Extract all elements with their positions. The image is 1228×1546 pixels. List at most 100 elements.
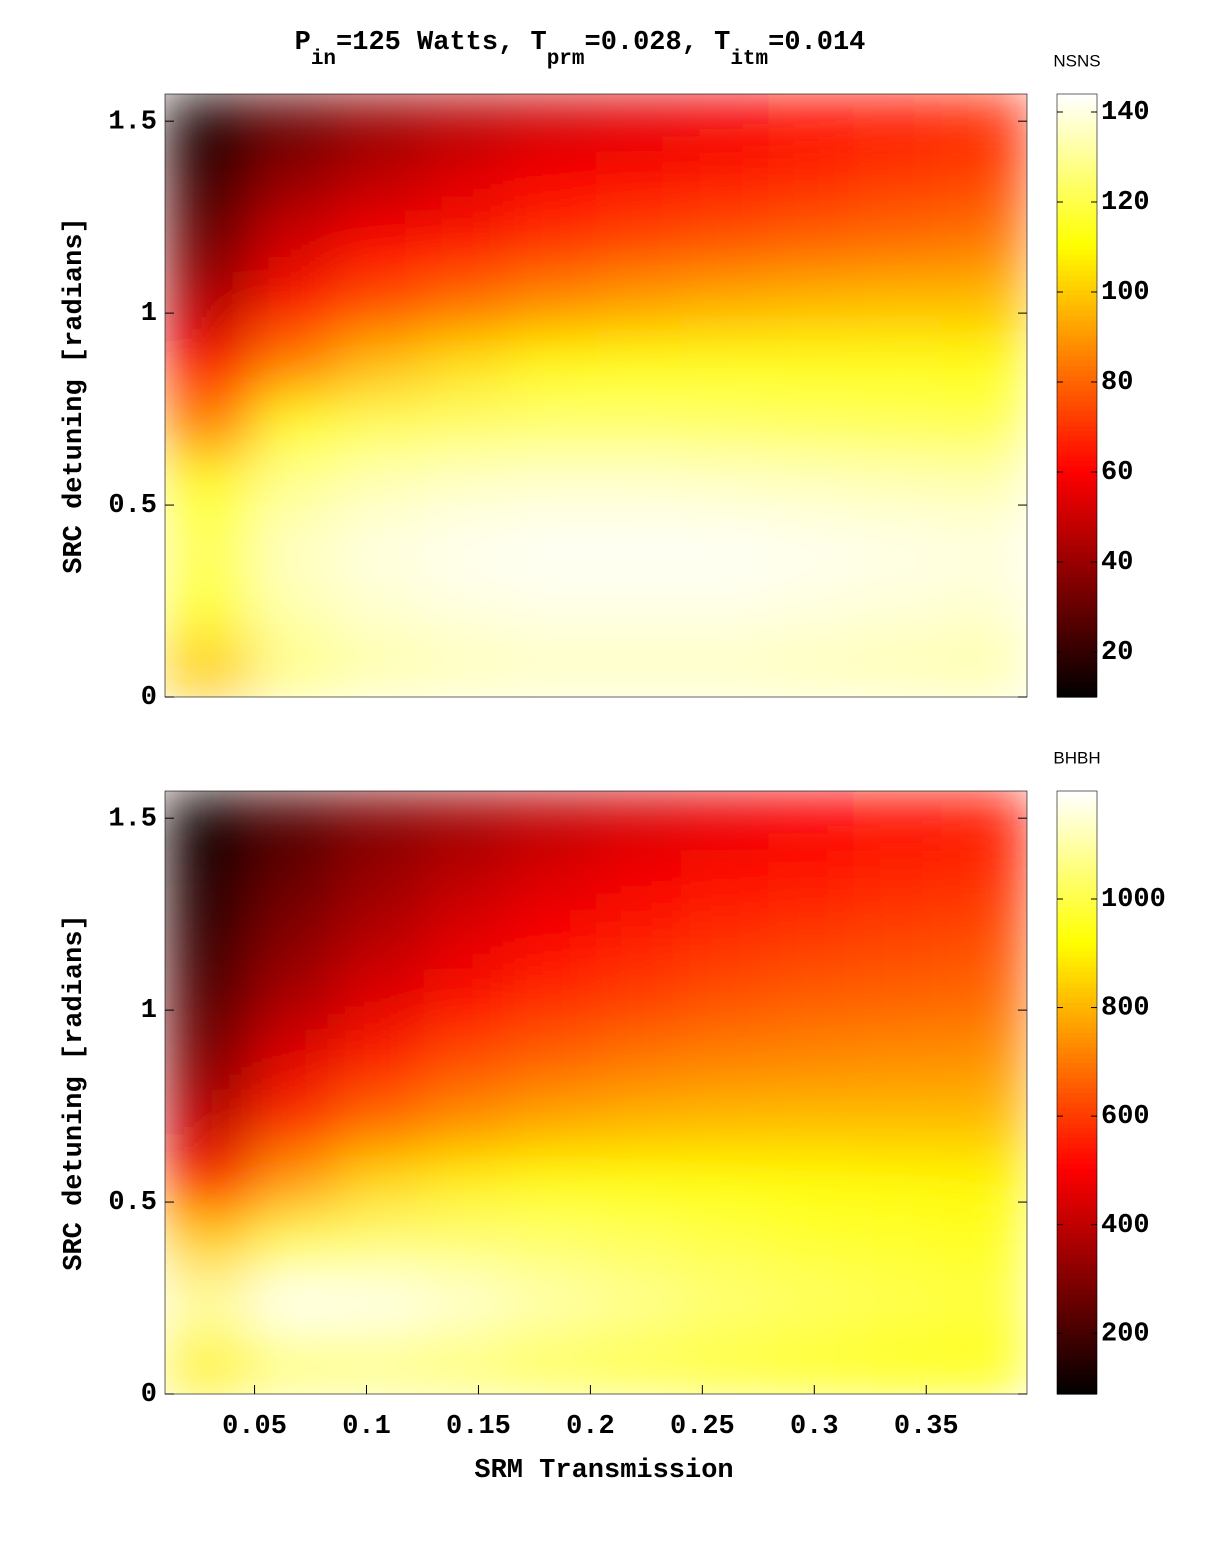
- colorbar-swatch: [1057, 1318, 1097, 1325]
- colorbar-swatch: [1057, 546, 1097, 552]
- heatmap-cell: [508, 1032, 597, 1093]
- heatmap-cell: [251, 335, 340, 396]
- heatmap-cell: [336, 1152, 425, 1214]
- colorbar-swatch: [1057, 571, 1097, 577]
- colorbar-swatch: [1057, 435, 1097, 442]
- heatmap-cell: [423, 214, 512, 276]
- heatmap-cell: [681, 274, 769, 336]
- colorbar-swatch: [1057, 330, 1097, 336]
- heatmap-cell: [596, 576, 684, 638]
- colorbar-swatch: [1057, 1002, 1097, 1008]
- heatmap-cell: [336, 1333, 425, 1394]
- colorbar-swatch: [1057, 921, 1097, 928]
- colorbar-swatch: [1057, 1278, 1097, 1285]
- heatmap-cell: [681, 791, 769, 852]
- colorbar-swatch: [1057, 179, 1097, 186]
- heatmap-cell: [853, 971, 942, 1033]
- heatmap-cell: [508, 214, 597, 276]
- heatmap-cell: [596, 1032, 684, 1093]
- heatmap-cell: [853, 791, 942, 852]
- colorbar-swatch: [1057, 521, 1097, 527]
- heatmap-cell: [596, 851, 684, 913]
- heatmap-cell: [508, 274, 597, 336]
- heatmap-cell: [251, 1092, 340, 1154]
- colorbar-swatch: [1057, 425, 1097, 432]
- heatmap-cell: [423, 395, 512, 457]
- heatmap-cell: [681, 335, 769, 396]
- colorbar-swatch: [1057, 1263, 1097, 1269]
- colorbar-swatch: [1057, 611, 1097, 618]
- colorbar-swatch: [1057, 295, 1097, 301]
- x-tick-label: 0.05: [222, 1412, 287, 1442]
- colorbar-swatch: [1057, 1047, 1097, 1053]
- axes-box: [164, 790, 1028, 1395]
- heatmap-cell: [853, 1273, 942, 1335]
- heatmap-cell: [336, 1092, 425, 1154]
- y-axis-label: SRC detuning [radians]: [60, 217, 90, 573]
- heatmap: [165, 791, 1027, 1394]
- heatmap-cell: [508, 1092, 597, 1154]
- colorbar-swatch: [1057, 531, 1097, 537]
- heatmap-cell: [336, 455, 425, 517]
- colorbar-swatch: [1057, 1007, 1097, 1013]
- heatmap-cell: [165, 395, 252, 457]
- colorbar-swatch: [1057, 596, 1097, 603]
- y-tick-label: 1.5: [108, 804, 157, 834]
- heatmap-cell: [940, 1273, 1027, 1335]
- heatmap-cell: [508, 791, 597, 852]
- colorbar-swatch: [1057, 1383, 1097, 1390]
- colorbar-swatch: [1057, 269, 1097, 276]
- heatmap-cell: [681, 1213, 769, 1274]
- y-axis-label: SRC detuning [radians]: [60, 914, 90, 1270]
- colorbar-swatch: [1057, 1177, 1097, 1184]
- colorbar-swatch: [1057, 511, 1097, 517]
- heatmap-cell: [768, 1092, 857, 1154]
- heatmap-cell: [508, 335, 597, 396]
- colorbar-swatch: [1057, 360, 1097, 366]
- y-tick-label: 1.5: [108, 107, 157, 137]
- y-tick-label: 1: [141, 996, 157, 1026]
- heatmap-cell: [596, 971, 684, 1033]
- colorbar-swatch: [1057, 541, 1097, 547]
- heatmap-cell: [165, 636, 252, 697]
- heatmap-cell: [596, 154, 684, 216]
- heatmap-cell: [336, 214, 425, 276]
- y-tick-label: 1: [141, 299, 157, 329]
- heatmap-cell: [423, 94, 512, 155]
- heatmap-cell: [508, 154, 597, 216]
- heatmap-cell: [423, 1213, 512, 1274]
- heatmap-cell: [336, 395, 425, 457]
- colorbar-swatch: [1057, 134, 1097, 140]
- colorbar-swatch: [1057, 506, 1097, 512]
- heatmap-cell: [336, 576, 425, 638]
- colorbar-swatch: [1057, 911, 1097, 918]
- colorbar-swatch: [1057, 264, 1097, 271]
- heatmap-cell: [853, 395, 942, 457]
- heatmap-cell: [596, 911, 684, 973]
- colorbar-swatch: [1057, 966, 1097, 973]
- colorbar-tick-label: 800: [1101, 994, 1150, 1024]
- heatmap-cell: [165, 94, 252, 155]
- heatmap-cell: [596, 1213, 684, 1274]
- heatmap-cell: [251, 576, 340, 638]
- heatmap-cell: [940, 636, 1027, 697]
- colorbar-swatch: [1057, 536, 1097, 542]
- heatmap-cell: [508, 516, 597, 577]
- colorbar-swatch: [1057, 561, 1097, 567]
- x-tick-label: 0.35: [894, 1412, 959, 1442]
- colorbar-swatch: [1057, 1022, 1097, 1028]
- colorbar-swatch: [1057, 841, 1097, 847]
- colorbar-swatch: [1057, 516, 1097, 522]
- heatmap-cell: [251, 911, 340, 973]
- colorbar-tick-label: 60: [1101, 458, 1133, 488]
- colorbar-swatch: [1057, 956, 1097, 963]
- axes-box: [164, 93, 1028, 698]
- title-part: =125 Watts, T: [336, 28, 547, 58]
- colorbar-swatch: [1057, 861, 1097, 867]
- heatmap-cell: [596, 1273, 684, 1335]
- colorbar-swatch: [1057, 1172, 1097, 1179]
- colorbar-swatch: [1057, 1283, 1097, 1290]
- heatmap-cell: [940, 971, 1027, 1033]
- colorbar-swatch: [1057, 501, 1097, 507]
- colorbar-swatch: [1057, 796, 1097, 802]
